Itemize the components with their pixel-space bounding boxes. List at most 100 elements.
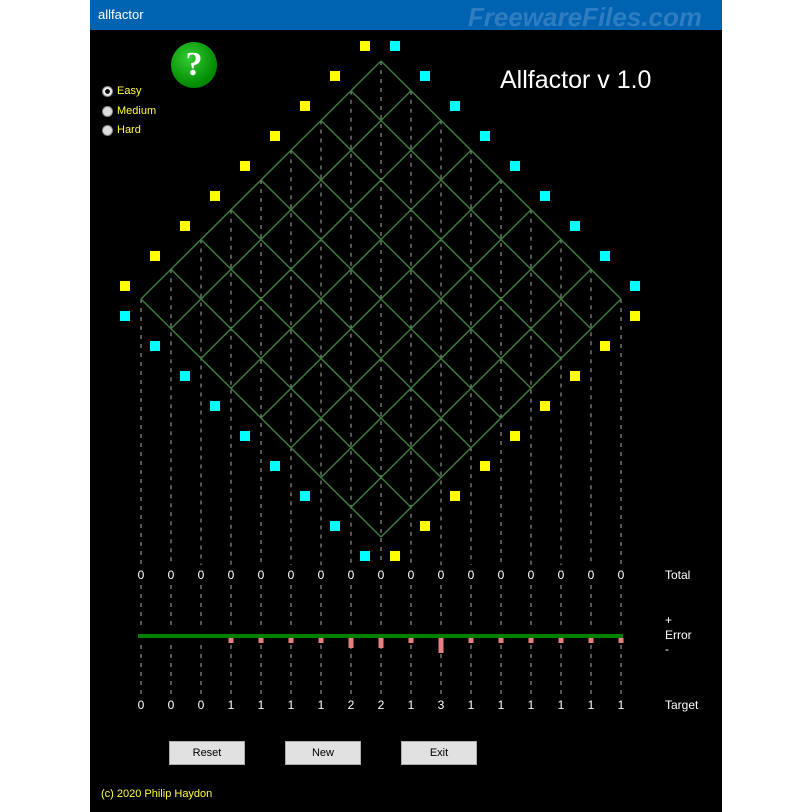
grid-line <box>350 268 592 508</box>
yellow-square <box>420 521 430 531</box>
cyan-square <box>300 491 310 501</box>
total-value: 0 <box>618 568 625 582</box>
total-value: 0 <box>348 568 355 582</box>
cyan-square <box>570 221 580 231</box>
total-value: 0 <box>528 568 535 582</box>
error-bar <box>318 638 324 643</box>
yellow-square <box>150 251 160 261</box>
yellow-square <box>240 161 250 171</box>
total-value: 0 <box>378 568 385 582</box>
cyan-square <box>600 251 610 261</box>
target-value: 1 <box>228 698 235 712</box>
total-label: Total <box>665 568 690 582</box>
radio-easy[interactable]: Easy <box>102 85 141 97</box>
radio-icon[interactable] <box>102 85 113 97</box>
yellow-square <box>600 341 610 351</box>
grid-line <box>380 298 622 538</box>
error-bar <box>348 638 354 648</box>
exit-button[interactable]: Exit <box>401 741 477 765</box>
grid-line <box>350 90 592 330</box>
total-value: 0 <box>438 568 445 582</box>
target-value: 1 <box>468 698 475 712</box>
target-value: 1 <box>528 698 535 712</box>
total-value: 0 <box>168 568 175 582</box>
new-button[interactable]: New <box>285 741 361 765</box>
total-value: 0 <box>288 568 295 582</box>
error-bar <box>378 638 384 648</box>
cyan-square <box>480 131 490 141</box>
total-value: 0 <box>588 568 595 582</box>
app-title: Allfactor v 1.0 <box>500 66 652 94</box>
copyright: (c) 2020 Philip Haydon <box>101 788 213 800</box>
cyan-square <box>390 41 400 51</box>
error-bar <box>258 638 264 643</box>
total-value: 0 <box>138 568 145 582</box>
grid-line <box>320 238 562 479</box>
error-bar <box>288 638 294 643</box>
target-value: 1 <box>318 698 325 712</box>
error-label: Error <box>665 628 692 642</box>
yellow-square <box>630 311 640 321</box>
target-value: 0 <box>168 698 175 712</box>
radio-icon[interactable] <box>102 124 113 136</box>
error-bar <box>618 638 624 643</box>
cyan-square <box>210 401 220 411</box>
cyan-square <box>540 191 550 201</box>
grid-line <box>290 209 532 449</box>
cyan-square <box>360 551 370 561</box>
yellow-square <box>390 551 400 561</box>
yellow-square <box>270 131 280 141</box>
cyan-square <box>420 71 430 81</box>
radio-icon[interactable] <box>102 105 113 117</box>
radio-label: Hard <box>117 124 141 136</box>
target-value: 0 <box>138 698 145 712</box>
total-value: 0 <box>198 568 205 582</box>
grid-line <box>290 149 532 389</box>
radio-label: Easy <box>117 85 142 97</box>
yellow-square <box>180 221 190 231</box>
yellow-square <box>360 41 370 51</box>
grid-line <box>320 119 562 360</box>
cyan-square <box>630 281 640 291</box>
cyan-square <box>240 431 250 441</box>
help-button[interactable]: ? <box>171 42 217 88</box>
error-bar <box>468 638 474 643</box>
total-value: 0 <box>258 568 265 582</box>
window-title: allfactor <box>98 7 144 22</box>
yellow-square <box>510 431 520 441</box>
radio-hard[interactable]: Hard <box>102 124 141 136</box>
cyan-square <box>150 341 160 351</box>
grid-line <box>260 179 502 419</box>
yellow-square <box>300 101 310 111</box>
total-value: 0 <box>558 568 565 582</box>
grid-line <box>380 60 622 300</box>
error-bar <box>498 638 504 643</box>
target-value: 3 <box>438 698 445 712</box>
yellow-square <box>330 71 340 81</box>
yellow-square <box>210 191 220 201</box>
total-value: 0 <box>318 568 325 582</box>
target-value: 1 <box>558 698 565 712</box>
cyan-square <box>120 311 130 321</box>
total-value: 0 <box>408 568 415 582</box>
yellow-square <box>570 371 580 381</box>
yellow-square <box>120 281 130 291</box>
target-value: 1 <box>588 698 595 712</box>
target-value: 1 <box>498 698 505 712</box>
yellow-square <box>450 491 460 501</box>
cyan-square <box>510 161 520 171</box>
game-board[interactable]: 0 0 0 0 0 0 0 1 0 1 0 1 0 1 0 2 0 2 0 1 0 3 0 1 0 1 0 1 0 1 0 1 0 1 Total +… <box>90 0 722 812</box>
target-value: 2 <box>378 698 385 712</box>
title-bar: allfactor FreewareFiles.com <box>90 0 722 32</box>
yellow-square <box>540 401 550 411</box>
error-bar <box>228 638 234 643</box>
radio-medium[interactable]: Medium <box>102 105 156 117</box>
reset-button[interactable]: Reset <box>169 741 245 765</box>
yellow-square <box>480 461 490 471</box>
radio-label: Medium <box>117 105 157 117</box>
target-value: 1 <box>408 698 415 712</box>
cyan-square <box>450 101 460 111</box>
total-value: 0 <box>228 568 235 582</box>
error-bar <box>528 638 534 643</box>
